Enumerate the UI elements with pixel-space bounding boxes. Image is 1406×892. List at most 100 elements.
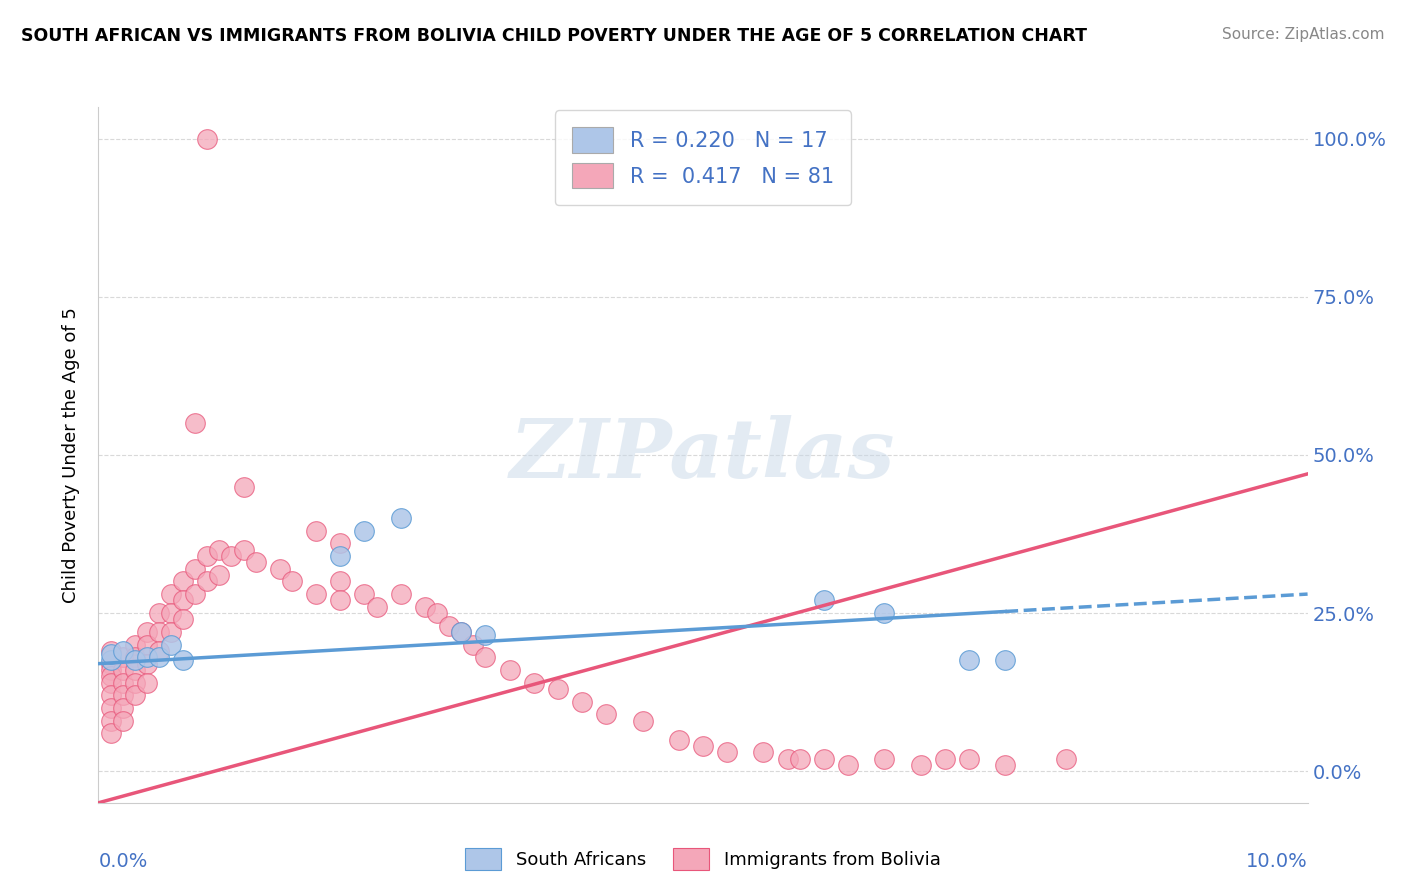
Point [135, 675, 157, 690]
Point [692, 739, 714, 753]
Text: ZIPatlas: ZIPatlas [510, 415, 896, 495]
Point [366, 599, 388, 614]
Point [184, 417, 207, 431]
Point [474, 650, 496, 665]
Point [305, 524, 328, 538]
Point [148, 625, 170, 640]
Point [124, 688, 146, 702]
Point [100, 647, 122, 661]
Point [837, 757, 859, 772]
Point [160, 625, 183, 640]
Point [124, 675, 146, 690]
Point [135, 625, 157, 640]
Point [135, 650, 157, 665]
Point [100, 644, 122, 658]
Point [934, 751, 956, 765]
Point [148, 606, 170, 620]
Point [148, 644, 170, 658]
Point [668, 732, 690, 747]
Point [100, 669, 122, 683]
Point [221, 549, 243, 563]
Point [195, 574, 218, 589]
Point [208, 568, 231, 582]
Point [160, 587, 183, 601]
Point [184, 587, 207, 601]
Point [873, 606, 896, 620]
Point [195, 131, 218, 145]
Text: Source: ZipAtlas.com: Source: ZipAtlas.com [1222, 27, 1385, 42]
Point [111, 688, 134, 702]
Point [100, 675, 122, 690]
Point [160, 606, 183, 620]
Y-axis label: Child Poverty Under the Age of 5: Child Poverty Under the Age of 5 [62, 307, 80, 603]
Point [124, 663, 146, 677]
Point [994, 653, 1017, 667]
Point [631, 714, 654, 728]
Point [873, 751, 896, 765]
Point [111, 701, 134, 715]
Point [208, 542, 231, 557]
Point [124, 650, 146, 665]
Point [100, 653, 122, 667]
Point [100, 663, 122, 677]
Point [172, 653, 194, 667]
Point [100, 714, 122, 728]
Point [111, 714, 134, 728]
Point [111, 663, 134, 677]
Point [523, 675, 546, 690]
Point [148, 650, 170, 665]
Point [389, 511, 412, 525]
Point [463, 638, 485, 652]
Point [124, 653, 146, 667]
Point [111, 650, 134, 665]
Point [450, 625, 472, 640]
Point [716, 745, 738, 759]
Point [437, 618, 460, 632]
Text: SOUTH AFRICAN VS IMMIGRANTS FROM BOLIVIA CHILD POVERTY UNDER THE AGE OF 5 CORREL: SOUTH AFRICAN VS IMMIGRANTS FROM BOLIVIA… [21, 27, 1087, 45]
Point [474, 628, 496, 642]
Point [305, 587, 328, 601]
Point [547, 681, 569, 696]
Point [329, 593, 352, 607]
Point [813, 593, 835, 607]
Point [184, 562, 207, 576]
Point [498, 663, 520, 677]
Point [957, 751, 980, 765]
Point [776, 751, 799, 765]
Point [957, 653, 980, 667]
Point [426, 606, 449, 620]
Point [571, 695, 593, 709]
Point [135, 638, 157, 652]
Text: 10.0%: 10.0% [1246, 852, 1308, 871]
Point [172, 612, 194, 626]
Point [111, 675, 134, 690]
Point [389, 587, 412, 601]
Point [100, 726, 122, 740]
Point [111, 644, 134, 658]
Point [413, 599, 436, 614]
Point [232, 542, 254, 557]
Point [813, 751, 835, 765]
Point [752, 745, 775, 759]
Point [245, 556, 267, 570]
Point [160, 638, 183, 652]
Point [994, 757, 1017, 772]
Point [135, 657, 157, 671]
Point [172, 574, 194, 589]
Point [124, 638, 146, 652]
Point [595, 707, 617, 722]
Point [329, 536, 352, 550]
Text: 0.0%: 0.0% [98, 852, 148, 871]
Point [910, 757, 932, 772]
Point [100, 688, 122, 702]
Point [269, 562, 291, 576]
Legend: R = 0.220   N = 17, R =  0.417   N = 81: R = 0.220 N = 17, R = 0.417 N = 81 [555, 111, 851, 205]
Point [281, 574, 304, 589]
Point [353, 524, 375, 538]
Point [232, 479, 254, 493]
Point [353, 587, 375, 601]
Point [329, 549, 352, 563]
Point [100, 701, 122, 715]
Point [789, 751, 811, 765]
Point [172, 593, 194, 607]
